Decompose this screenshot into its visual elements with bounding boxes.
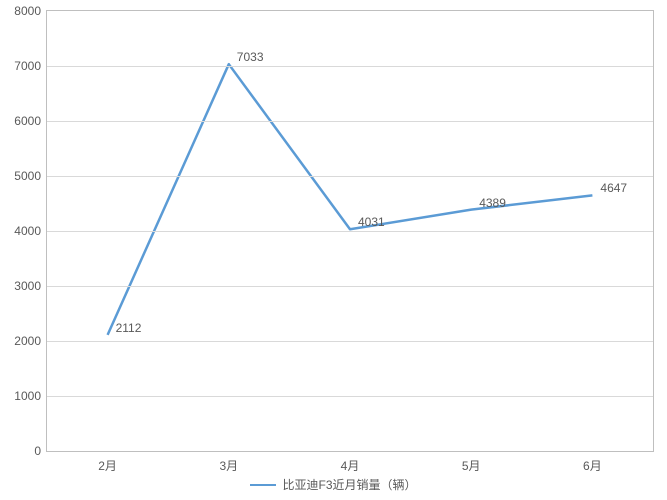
plot-area: 0100020003000400050006000700080002月3月4月5… [46,10,654,452]
x-tick-label: 3月 [219,451,238,474]
legend-label: 比亚迪F3近月销量（辆） [282,476,416,493]
x-tick-label: 2月 [98,451,117,474]
gridline [47,66,653,67]
gridline [47,176,653,177]
y-tick-label: 8000 [14,4,47,18]
y-tick-label: 4000 [14,224,47,238]
x-tick-label: 5月 [462,451,481,474]
y-tick-label: 0 [34,444,47,458]
x-tick-label: 4月 [341,451,360,474]
gridline [47,231,653,232]
data-label: 4647 [600,181,627,195]
sales-line-chart: 0 1000 2000 3000 4000 5000 6000 7000 8000 2月 3月 4月 5… [0,0,667,500]
gridline [47,396,653,397]
gridline [47,286,653,287]
legend-swatch [250,484,276,486]
data-label: 7033 [237,50,264,64]
data-label: 4031 [358,215,385,229]
data-label: 2112 [116,321,142,335]
y-tick-label: 2000 [14,334,47,348]
y-tick-label: 1000 [14,389,47,403]
legend: 比亚迪F3近月销量（辆） [0,476,667,493]
gridline [47,121,653,122]
y-tick-label: 7000 [14,59,47,73]
x-tick-label: 6月 [583,451,602,474]
y-tick-label: 5000 [14,169,47,183]
data-label: 4389 [479,196,506,210]
y-tick-label: 6000 [14,114,47,128]
gridline [47,341,653,342]
y-tick-label: 3000 [14,279,47,293]
